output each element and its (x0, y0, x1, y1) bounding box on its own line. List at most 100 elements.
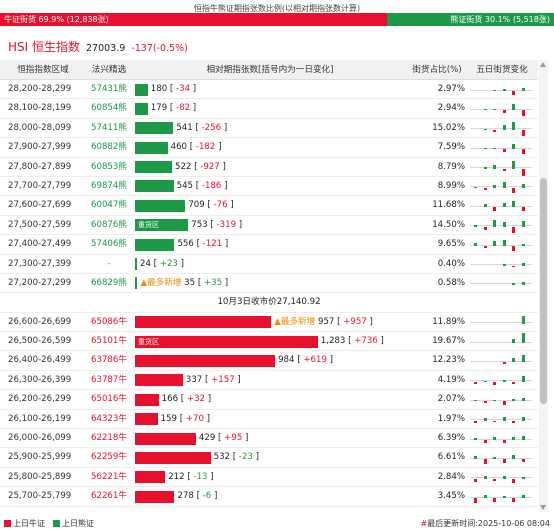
five-day-sparkline (470, 469, 532, 486)
contracts-bar-cell: 545 [ -186 ] (134, 177, 406, 196)
index-price: 27003.9 (86, 43, 126, 54)
table-row[interactable]: 27,700-27,799 69874熊 545 [ -186 ] 8.99% (0, 177, 538, 197)
product-code-link[interactable]: 62218牛 (91, 433, 127, 444)
table-row[interactable]: 26,000-26,099 62218牛 429 [ +95 ] 6.39% (0, 429, 538, 449)
index-name[interactable]: HSI 恒生指数 (8, 40, 80, 54)
sparkline-baseline (470, 108, 532, 110)
table-row[interactable]: 27,400-27,499 57406熊 556 [ -121 ] 9.65% (0, 235, 538, 255)
scrollbar[interactable] (539, 60, 548, 512)
share-pct: 2.94% (437, 103, 465, 114)
share-pct: 6.61% (437, 452, 465, 463)
table-row[interactable]: 25,800-25,899 56221牛 212 [ -13 ] 2.84% (0, 468, 538, 488)
sparkline-bar (502, 475, 506, 479)
table-row[interactable]: 28,200-28,299 57431熊 180 [ -34 ] 2.97% (0, 80, 538, 100)
table-row[interactable]: 25,700-25,799 62261牛 278 [ -6 ] 3.45% (0, 487, 538, 507)
product-code-link[interactable]: 60854熊 (91, 103, 127, 114)
product-code-link[interactable]: 62259牛 (91, 452, 127, 463)
product-code-link[interactable]: 60853熊 (91, 161, 127, 172)
table-row[interactable]: 26,600-26,699 65086牛 ▲最多新增 957 [ +957 ] 11.… (0, 313, 538, 333)
sparkline-bar (521, 459, 525, 462)
product-code-link[interactable]: 60882熊 (91, 142, 127, 153)
product-code-link[interactable]: 63786牛 (91, 355, 127, 366)
contracts-bar (135, 354, 276, 367)
product-code-link[interactable]: 69874熊 (91, 180, 127, 191)
product-code-link[interactable]: 63787牛 (91, 374, 127, 385)
product-code-link[interactable]: 65016牛 (91, 394, 127, 405)
contracts-change: +957 (343, 316, 367, 327)
table-row[interactable]: 28,100-28,199 60854熊 179 [ -82 ] 2.94% (0, 99, 538, 119)
scroll-up-arrow[interactable] (540, 62, 546, 67)
five-day-sparkline (470, 391, 532, 408)
contracts-bar-cell: 984 [ +619 ] (134, 351, 406, 370)
scroll-down-arrow[interactable] (540, 505, 546, 510)
sparkline-baseline (470, 438, 532, 440)
table-row[interactable]: 27,600-27,699 60047熊 709 [ -76 ] 11.68% (0, 196, 538, 216)
contracts-value: 709 [ -76 ] (188, 200, 234, 211)
price-range: 25,800-25,899 (8, 471, 72, 482)
sparkline-bar (483, 380, 487, 382)
sparkline-bar (474, 437, 477, 441)
sparkline-baseline (470, 322, 532, 324)
product-code-link[interactable]: 56221牛 (91, 471, 127, 482)
product-code-link[interactable]: 65086牛 (91, 316, 127, 327)
table-row[interactable]: 26,200-26,299 65016牛 166 [ +32 ] 2.07% (0, 390, 538, 410)
sparkline-bar (521, 183, 525, 188)
product-code-link[interactable]: 57411熊 (91, 122, 127, 133)
sparkline-bar (521, 417, 525, 421)
sparkline-baseline (470, 477, 532, 479)
contracts-change: -927 (200, 161, 220, 172)
five-day-sparkline (470, 314, 532, 331)
table-row[interactable]: 27,200-27,299 66829熊 ▲最多新增 35 [ +35 ] 0.58% (0, 274, 538, 294)
table-row[interactable]: 27,500-27,599 60876熊 重货区 753 [ -319 ] 14.50% (0, 216, 538, 236)
sparkline-bar (483, 440, 487, 444)
table-row[interactable]: 27,800-27,899 60853熊 522 [ -927 ] 8.79% (0, 158, 538, 177)
sparkline-bar (493, 129, 496, 132)
contracts-change: -34 (176, 84, 191, 94)
legend-bear-swatch (53, 520, 60, 527)
sparkline-bar (502, 496, 506, 499)
table-row[interactable]: 26,500-26,599 65101牛 重货区 1,283 [ +736 ] 19.6… (0, 332, 538, 352)
scroll-thumb[interactable] (540, 178, 547, 404)
table-row[interactable]: 26,300-26,399 63787牛 337 [ +157 ] 4.19% (0, 371, 538, 391)
product-code-link[interactable]: 62261牛 (91, 491, 127, 502)
contracts-bar (135, 490, 175, 503)
legend-bull-label: 上日牛证 (13, 519, 45, 528)
sparkline-baseline (470, 147, 532, 149)
product-code-link[interactable]: 66829熊 (91, 277, 127, 288)
sparkline-bar (483, 246, 487, 249)
product-code-link[interactable]: 60047熊 (91, 200, 127, 211)
heavy-zone-tag: 重货区 (138, 221, 159, 230)
price-range: 26,600-26,699 (8, 316, 72, 327)
product-code-link[interactable]: 57406熊 (91, 239, 127, 250)
table-row[interactable]: 26,400-26,499 63786牛 984 [ +619 ] 12.23% (0, 351, 538, 371)
sparkline-bar (474, 478, 477, 483)
product-code-link[interactable]: 57431熊 (91, 84, 127, 94)
contracts-bar-cell: 24 [ +23 ] (134, 255, 406, 274)
share-pct: 6.39% (437, 433, 465, 444)
table-row[interactable]: 28,000-28,099 57411熊 541 [ -256 ] 15.02% (0, 119, 538, 139)
product-code-link[interactable]: 64323牛 (91, 413, 127, 424)
sparkline-bar (521, 207, 525, 211)
contracts-value: 541 [ -256 ] (176, 122, 228, 133)
footer: 上日牛证 上日熊证 #最后更新时间:2025-10-06 08:04 (0, 516, 554, 530)
table-row[interactable]: 27,300-27,399 - 24 [ +23 ] 0.40% (0, 255, 538, 274)
table-row[interactable]: 25,900-25,999 62259牛 532 [ -23 ] 6.61% (0, 448, 538, 468)
product-code-link[interactable]: 60876熊 (91, 219, 127, 230)
sparkline-bar (521, 221, 525, 227)
contracts-change: -13 (193, 471, 208, 482)
five-day-change (470, 255, 532, 274)
sparkline-baseline (470, 457, 532, 459)
col-header-contracts: 相对期指张数[括号内为一日变化] (206, 65, 334, 75)
sparkline-bar (512, 91, 515, 96)
table-row[interactable]: 26,100-26,199 64323牛 159 [ +70 ] 1.97% (0, 410, 538, 430)
contracts-bar: 重货区 (135, 335, 318, 348)
sparkline-bar (521, 494, 525, 499)
table-body[interactable]: 28,200-28,299 57431熊 180 [ -34 ] 2.97% 28,10… (0, 80, 538, 512)
table-row[interactable]: 27,900-27,999 60882熊 460 [ -182 ] 7.59% (0, 138, 538, 158)
col-header-range: 恒指指数区域 (17, 65, 69, 75)
sparkline-bar (512, 122, 515, 130)
five-day-change (470, 274, 532, 293)
five-day-change (470, 371, 532, 390)
product-code-link[interactable]: 65101牛 (91, 336, 127, 347)
cbbc-table: 恒指指数区域 法兴精选 相对期指张数[括号内为一日变化] 街货占比(%) 五日街… (0, 60, 538, 512)
